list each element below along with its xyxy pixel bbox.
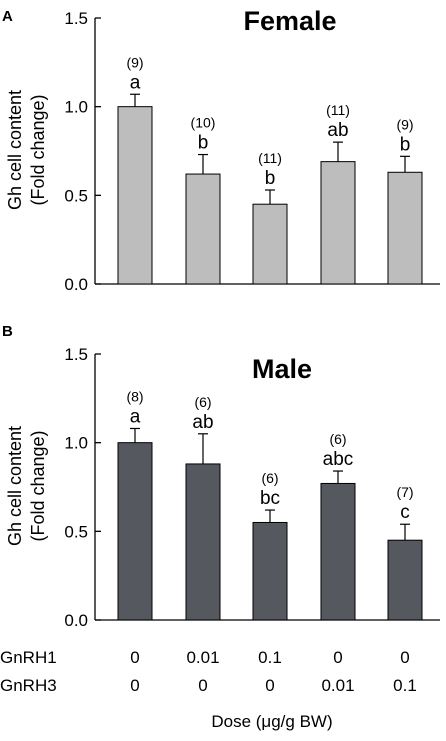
bar (117, 442, 153, 621)
dose-value: 0 (198, 676, 207, 695)
y-tick-label: 1.0 (64, 434, 88, 453)
panel-b-male: B Male Gh cell content (Fold change) 0.0… (2, 323, 440, 630)
dose-value: 0.01 (186, 648, 219, 667)
bar (387, 539, 423, 621)
significance-label: c (400, 502, 410, 523)
y-tick-label: 1.5 (64, 345, 88, 364)
bar (117, 106, 153, 285)
dose-value: 0 (333, 648, 342, 667)
y-tick-label: 1.5 (64, 9, 88, 28)
dose-value: 0.01 (321, 676, 354, 695)
dose-value: 0 (130, 648, 139, 667)
sample-size-label: (6) (194, 394, 211, 410)
sample-size-label: (11) (258, 150, 282, 166)
y-tick-label: 0.0 (64, 611, 88, 630)
y-tick-label: 0.0 (64, 275, 88, 294)
bar (252, 203, 288, 285)
bar (320, 161, 356, 285)
y-axis-label-line-2: (Fold change) (28, 94, 48, 205)
bar (185, 173, 221, 285)
sample-size-label: (8) (126, 388, 143, 404)
x-axis-label: Dose (μg/g BW) (211, 712, 332, 731)
dose-value: 0.1 (258, 648, 282, 667)
chart-title: Female (243, 6, 336, 36)
sample-size-label: (7) (396, 484, 413, 500)
panel-letter: A (2, 8, 13, 25)
panel-a-female: A Female Gh cell content (Fold change) 0… (2, 6, 440, 294)
bar (252, 521, 288, 621)
sample-size-label: (6) (329, 431, 346, 447)
chart-title: Male (252, 354, 312, 384)
significance-label: b (198, 133, 209, 154)
dose-value: 0.1 (393, 676, 417, 695)
dose-table: GnRH1 GnRH3 0 0.01 0.1 0 0 0 0 0 0.01 0.1 Dose (μ… (0, 648, 417, 731)
y-axis-label-line-1: Gh cell content (5, 90, 25, 210)
y-axis-label-line-1: Gh cell content (5, 426, 25, 546)
bar (387, 171, 423, 285)
sample-size-label: (9) (396, 116, 413, 132)
dose-row-label-gnrh1: GnRH1 (0, 648, 57, 667)
y-tick-label: 1.0 (64, 98, 88, 117)
bar (185, 463, 221, 621)
dose-row-label-gnrh3: GnRH3 (0, 676, 57, 695)
bar (320, 482, 356, 621)
significance-label: a (130, 406, 141, 427)
dose-value: 0 (130, 676, 139, 695)
significance-label: bc (260, 488, 280, 509)
panel-letter: B (2, 323, 13, 340)
sample-size-label: (10) (191, 115, 216, 131)
dose-value: 0 (265, 676, 274, 695)
significance-label: abc (323, 449, 354, 470)
significance-label: b (400, 134, 411, 155)
significance-label: b (265, 168, 276, 189)
significance-label: a (130, 72, 141, 93)
significance-label: ab (327, 120, 348, 141)
dose-value: 0 (400, 648, 409, 667)
sample-size-label: (9) (126, 54, 143, 70)
significance-label: ab (192, 412, 213, 433)
y-tick-label: 0.5 (64, 522, 88, 541)
y-tick-label: 0.5 (64, 186, 88, 205)
y-axis-label-line-2: (Fold change) (28, 430, 48, 541)
sample-size-label: (6) (261, 470, 278, 486)
sample-size-label: (11) (326, 102, 350, 118)
